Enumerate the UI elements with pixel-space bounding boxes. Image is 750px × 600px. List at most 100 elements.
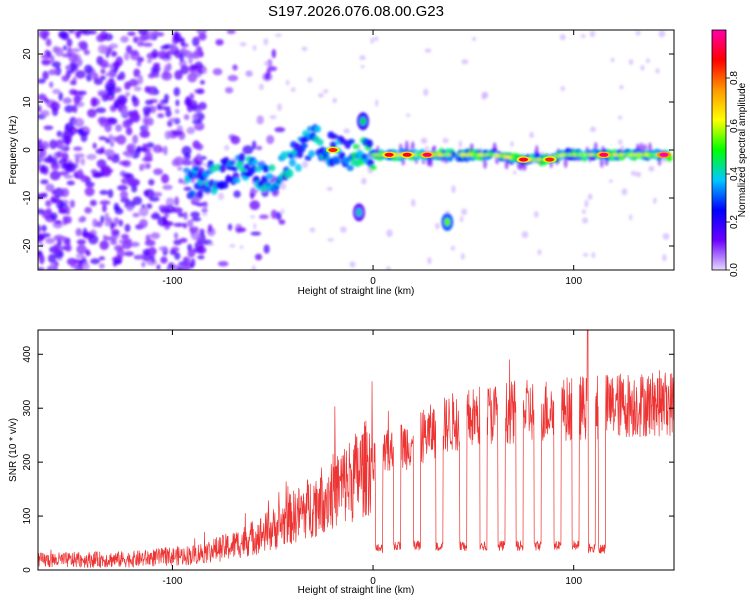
- noise-speck: [77, 127, 84, 136]
- noise-speck: [233, 190, 241, 198]
- noise-speck: [161, 71, 173, 81]
- noise-speck: [141, 261, 146, 268]
- noise-speck: [411, 199, 416, 207]
- noise-speck: [167, 120, 173, 127]
- noise-speck: [132, 134, 139, 144]
- noise-speck: [189, 93, 195, 100]
- noise-speck: [275, 33, 282, 38]
- band-segment: [314, 125, 322, 133]
- noise-speck: [80, 175, 90, 183]
- noise-speck: [619, 85, 624, 90]
- noise-speck: [101, 93, 109, 102]
- spectrogram-x-tick-label: 0: [370, 276, 376, 287]
- noise-speck: [139, 130, 150, 138]
- noise-speck: [133, 86, 142, 92]
- noise-speck: [113, 66, 118, 73]
- noise-speck: [301, 46, 308, 52]
- noise-speck: [125, 45, 133, 55]
- noise-speck: [131, 94, 137, 103]
- noise-speck: [120, 233, 130, 240]
- band-segment: [469, 143, 474, 152]
- band-segment: [266, 172, 274, 180]
- noise-speck: [63, 174, 74, 179]
- noise-speck: [59, 171, 70, 176]
- band-segment: [352, 143, 360, 150]
- noise-speck: [105, 117, 116, 124]
- noise-speck: [339, 226, 347, 233]
- spectrogram-blobs: [38, 30, 673, 270]
- noise-speck: [123, 52, 130, 61]
- noise-speck: [385, 266, 391, 270]
- noise-speck: [107, 155, 112, 161]
- noise-speck: [145, 117, 154, 126]
- noise-speck: [180, 64, 189, 75]
- noise-speck: [143, 125, 149, 132]
- noise-speck: [51, 198, 58, 204]
- noise-speck: [267, 66, 278, 72]
- noise-speck: [75, 228, 83, 237]
- noise-speck: [124, 200, 136, 210]
- noise-speck: [45, 237, 56, 244]
- noise-speck: [229, 244, 236, 248]
- noise-speck: [529, 131, 534, 139]
- noise-speck: [190, 228, 196, 235]
- noise-speck: [52, 88, 61, 95]
- noise-speck: [153, 62, 161, 68]
- band-segment: [188, 190, 196, 198]
- noise-speck: [584, 199, 589, 208]
- noise-speck: [152, 144, 163, 154]
- noise-speck: [215, 38, 224, 46]
- noise-speck: [38, 30, 50, 39]
- noise-speck: [46, 157, 53, 163]
- noise-speck: [38, 139, 43, 144]
- noise-speck: [82, 261, 90, 270]
- noise-speck: [92, 142, 97, 149]
- spectrogram-x-tick-label: 100: [565, 276, 582, 287]
- noise-speck: [49, 170, 61, 181]
- noise-speck: [174, 49, 182, 59]
- noise-speck: [242, 145, 254, 155]
- noise-speck: [125, 91, 130, 97]
- noise-speck: [207, 224, 213, 233]
- noise-speck: [251, 140, 257, 150]
- band-segment: [233, 177, 241, 184]
- noise-speck: [84, 206, 92, 214]
- noise-speck: [54, 220, 62, 225]
- noise-speck: [68, 30, 76, 34]
- noise-speck: [114, 86, 122, 93]
- noise-speck: [85, 250, 91, 257]
- noise-speck: [251, 265, 256, 270]
- noise-speck: [258, 83, 264, 91]
- noise-speck: [621, 188, 628, 196]
- noise-speck: [264, 73, 270, 80]
- noise-speck: [458, 140, 463, 148]
- noise-speck: [132, 212, 140, 218]
- noise-speck: [103, 168, 114, 174]
- noise-speck: [139, 218, 148, 229]
- noise-speck: [198, 101, 207, 111]
- noise-speck: [51, 107, 59, 117]
- noise-speck: [227, 74, 239, 82]
- band-segment: [316, 138, 324, 146]
- noise-speck: [144, 239, 156, 247]
- colorbar-tick-label: 0.4: [729, 167, 740, 181]
- noise-speck: [270, 209, 278, 220]
- noise-speck: [158, 246, 167, 251]
- noise-speck: [150, 232, 161, 240]
- noise-speck: [104, 137, 112, 144]
- noise-speck: [186, 219, 194, 228]
- band-segment: [231, 166, 239, 172]
- noise-speck: [173, 156, 185, 166]
- noise-speck: [53, 234, 65, 241]
- noise-speck: [208, 242, 215, 246]
- noise-speck: [122, 120, 130, 129]
- snr-y-tick-label: 0: [22, 567, 33, 573]
- noise-speck: [105, 71, 116, 78]
- noise-speck: [88, 30, 97, 35]
- band-segment: [238, 153, 246, 163]
- band-segment: [428, 157, 433, 168]
- noise-speck: [512, 170, 517, 175]
- band-segment: [331, 133, 339, 140]
- hot-spot: [545, 157, 555, 162]
- noise-speck: [196, 153, 202, 162]
